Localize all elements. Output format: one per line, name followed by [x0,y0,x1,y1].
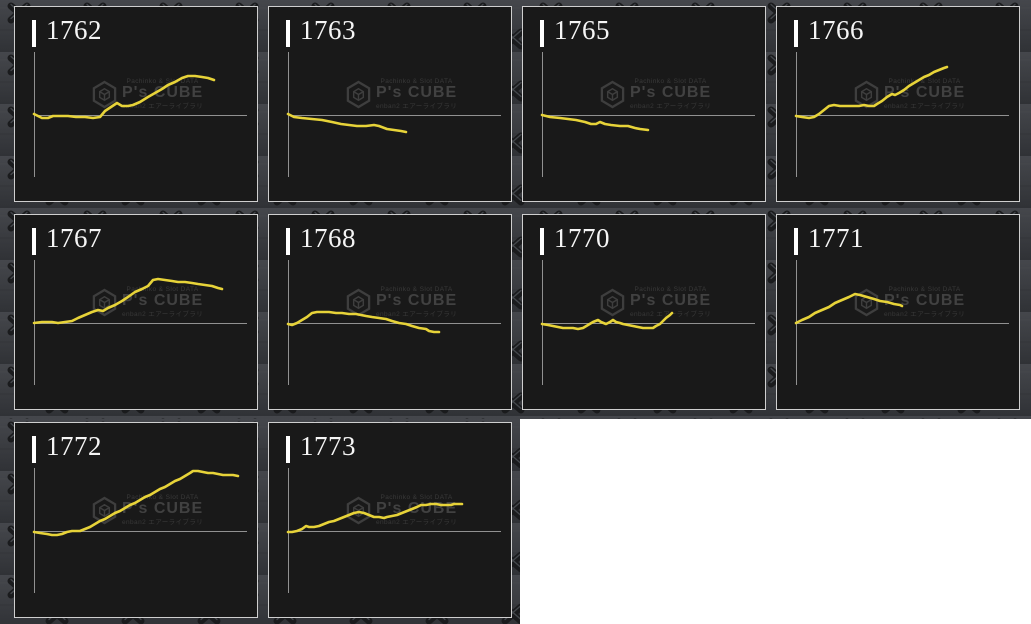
machine-number-label: 1767 [46,223,102,253]
payout-diff-line [32,74,216,120]
ps-cube-watermark: Pachinko & Slot DATA P's CUBE enban2 エアー… [91,78,203,110]
chart-panel[interactable]: 1762 Pachinko & Slot DATA P's CUBE enban… [14,6,258,202]
sparkline-chart [32,52,247,177]
ps-cube-hex-cube-icon [600,80,625,108]
machine-number-label: 1766 [808,15,864,45]
title-accent-bar [540,228,544,255]
sparkline-chart [286,52,501,177]
watermark-subtext-top: Pachinko & Slot DATA [634,78,707,85]
sparkline-chart [32,260,247,385]
ps-cube-watermark: Pachinko & Slot DATA P's CUBE enban2 エアー… [91,494,203,526]
payout-diff-line [794,292,904,325]
payout-diff-line [32,469,240,537]
watermark-subtext-top: Pachinko & Slot DATA [888,78,961,85]
sparkline-chart [794,52,1009,177]
machine-number-label: 1762 [46,15,102,45]
payout-diff-line [286,502,464,534]
ps-cube-hex-cube-icon [346,80,371,108]
machine-number-label: 1772 [46,431,102,461]
watermark-subtext-bottom: enban2 エアーライブラリ [122,519,204,526]
payout-diff-line [32,277,224,325]
ps-cube-hex-cube-icon [92,288,117,316]
ps-cube-watermark: Pachinko & Slot DATA P's CUBE enban2 エアー… [345,78,457,110]
watermark-subtext-top: Pachinko & Slot DATA [380,78,453,85]
sparkline-chart [32,468,247,593]
watermark-subtext-bottom: enban2 エアーライブラリ [376,103,458,110]
machine-number-label: 1770 [554,223,610,253]
machine-number-label: 1773 [300,431,356,461]
watermark-text-block: Pachinko & Slot DATA P's CUBE enban2 エアー… [122,78,203,110]
chart-panel[interactable]: 1765 Pachinko & Slot DATA P's CUBE enban… [522,6,766,202]
title-accent-bar [540,20,544,47]
title-accent-bar [32,228,36,255]
title-accent-bar [794,20,798,47]
watermark-text-block: Pachinko & Slot DATA P's CUBE enban2 エアー… [122,494,203,526]
watermark-text-block: Pachinko & Slot DATA P's CUBE enban2 エアー… [630,78,711,110]
watermark-subtext-top: Pachinko & Slot DATA [126,286,199,293]
watermark-subtext-top: Pachinko & Slot DATA [634,286,707,293]
watermark-brand: P's CUBE [122,500,204,517]
payout-diff-line [794,65,949,120]
chart-panel[interactable]: 1772 Pachinko & Slot DATA P's CUBE enban… [14,422,258,618]
watermark-text-block: Pachinko & Slot DATA P's CUBE enban2 エアー… [376,286,457,318]
ps-cube-hex-cube-icon [600,288,625,316]
machine-number-label: 1768 [300,223,356,253]
watermark-subtext-bottom: enban2 エアーライブラリ [122,311,204,318]
watermark-subtext-bottom: enban2 エアーライブラリ [630,103,712,110]
payout-diff-line [286,112,408,134]
payout-diff-line [540,311,674,331]
title-accent-bar [286,228,290,255]
chart-panel[interactable]: 1766 Pachinko & Slot DATA P's CUBE enban… [776,6,1020,202]
watermark-brand: P's CUBE [122,84,204,101]
title-accent-bar [32,436,36,463]
watermark-brand: P's CUBE [630,84,712,101]
sparkline-chart [540,260,755,385]
chart-panel[interactable]: 1763 Pachinko & Slot DATA P's CUBE enban… [268,6,512,202]
sparkline-chart [540,52,755,177]
watermark-brand: P's CUBE [376,292,458,309]
watermark-subtext-bottom: enban2 エアーライブラリ [884,103,966,110]
watermark-subtext-top: Pachinko & Slot DATA [380,494,453,501]
payout-diff-line [286,310,441,334]
watermark-subtext-bottom: enban2 エアーライブラリ [122,103,204,110]
watermark-subtext-bottom: enban2 エアーライブラリ [884,311,966,318]
watermark-subtext-bottom: enban2 エアーライブラリ [376,519,458,526]
sparkline-chart [286,260,501,385]
ps-cube-watermark: Pachinko & Slot DATA P's CUBE enban2 エアー… [599,78,711,110]
watermark-brand: P's CUBE [376,84,458,101]
watermark-brand: P's CUBE [122,292,204,309]
chart-panel[interactable]: 1773 Pachinko & Slot DATA P's CUBE enban… [268,422,512,618]
chart-panel[interactable]: 1767 Pachinko & Slot DATA P's CUBE enban… [14,214,258,410]
watermark-subtext-top: Pachinko & Slot DATA [888,286,961,293]
watermark-subtext-top: Pachinko & Slot DATA [380,286,453,293]
watermark-brand: P's CUBE [884,292,966,309]
machine-number-label: 1763 [300,15,356,45]
machine-number-label: 1771 [808,223,864,253]
watermark-text-block: Pachinko & Slot DATA P's CUBE enban2 エアー… [884,286,965,318]
ps-cube-hex-cube-icon [92,496,117,524]
watermark-subtext-bottom: enban2 エアーライブラリ [376,311,458,318]
title-accent-bar [794,228,798,255]
watermark-text-block: Pachinko & Slot DATA P's CUBE enban2 エアー… [376,78,457,110]
chart-panel[interactable]: 1770 Pachinko & Slot DATA P's CUBE enban… [522,214,766,410]
ps-cube-watermark: Pachinko & Slot DATA P's CUBE enban2 エアー… [91,286,203,318]
title-accent-bar [286,436,290,463]
sparkline-chart [794,260,1009,385]
chart-panel[interactable]: 1768 Pachinko & Slot DATA P's CUBE enban… [268,214,512,410]
chart-panel[interactable]: 1771 Pachinko & Slot DATA P's CUBE enban… [776,214,1020,410]
machine-number-label: 1765 [554,15,610,45]
title-accent-bar [32,20,36,47]
ps-cube-hex-cube-icon [92,80,117,108]
title-accent-bar [286,20,290,47]
sparkline-chart [286,468,501,593]
watermark-text-block: Pachinko & Slot DATA P's CUBE enban2 エアー… [122,286,203,318]
watermark-subtext-top: Pachinko & Slot DATA [126,494,199,501]
watermark-brand: P's CUBE [630,292,712,309]
payout-diff-line [540,113,650,132]
watermark-subtext-top: Pachinko & Slot DATA [126,78,199,85]
